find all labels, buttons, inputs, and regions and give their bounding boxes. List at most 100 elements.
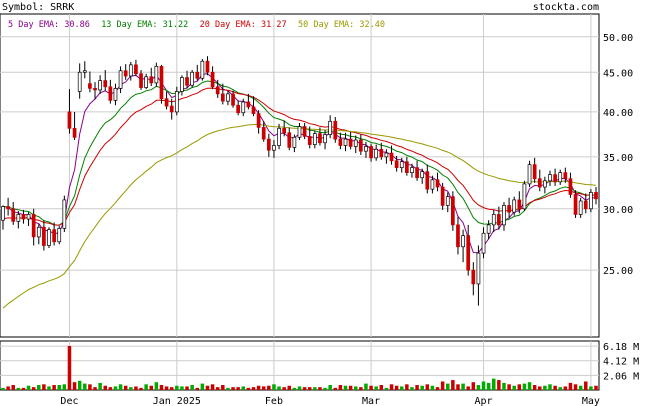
candle-body-down — [532, 164, 537, 180]
candle-body-up — [323, 134, 327, 144]
candle-body-down — [302, 126, 307, 137]
candle — [348, 131, 353, 150]
candle-body-down — [149, 76, 154, 84]
candle — [42, 220, 46, 251]
candle-body-up — [502, 205, 506, 226]
volume-bar — [323, 387, 327, 390]
candle-body-up — [328, 120, 333, 135]
volume-bar — [31, 387, 36, 390]
volume-bar — [527, 382, 532, 390]
candle — [220, 83, 225, 105]
candle-body-down — [139, 73, 143, 88]
candle — [16, 211, 21, 229]
candle — [425, 164, 430, 194]
candle — [67, 89, 72, 134]
volume-bar — [456, 384, 460, 390]
candle — [578, 197, 583, 218]
candle-body-down — [466, 235, 471, 271]
candle-body-up — [343, 138, 348, 146]
volume-bar — [543, 385, 547, 390]
price-tick-label: 30.00 — [603, 205, 633, 216]
volume-bar — [67, 345, 72, 390]
volume-bar — [98, 382, 102, 390]
volume-bar — [287, 385, 292, 390]
candle-body-down — [103, 80, 108, 88]
volume-bar — [578, 385, 583, 390]
candle — [507, 197, 511, 218]
candle-body-up — [47, 229, 51, 246]
candle-body-down — [210, 71, 215, 88]
candle — [190, 70, 194, 88]
volume-bar — [6, 386, 10, 390]
volume-bar — [139, 387, 143, 390]
volume-bar — [553, 385, 557, 390]
brand-label: stockta.com — [533, 2, 599, 13]
candle — [82, 61, 87, 79]
volume-bar — [129, 387, 133, 390]
candle — [543, 176, 547, 194]
candle — [88, 71, 92, 93]
volume-bar — [123, 385, 128, 390]
volume-bar — [118, 384, 123, 390]
candle — [517, 191, 522, 214]
volume-bar — [302, 387, 307, 390]
volume-bar — [594, 385, 598, 390]
candle-body-down — [307, 136, 312, 145]
candle — [573, 190, 578, 218]
volume-bar — [200, 383, 205, 390]
volume-bar — [282, 387, 286, 390]
volume-bar — [251, 387, 256, 390]
candle-body-down — [318, 133, 322, 144]
candle-body-up — [77, 71, 82, 92]
candle-body-up — [297, 126, 302, 138]
candle — [210, 66, 215, 90]
candle-body-down — [435, 179, 440, 188]
volume-bar — [584, 381, 588, 390]
candle-body-down — [348, 138, 353, 147]
volume-bar — [451, 380, 455, 390]
candle-body-down — [266, 138, 271, 151]
volume-bar — [62, 384, 67, 390]
candle — [415, 160, 419, 181]
candle-body-down — [6, 206, 10, 210]
candle-body-down — [563, 172, 568, 180]
candle — [226, 90, 230, 106]
candle-body-down — [164, 98, 169, 107]
candle — [445, 192, 450, 213]
ema-legend-item: 50 Day EMA: 32.40 — [298, 20, 385, 30]
candle — [113, 83, 118, 106]
candle-body-down — [256, 113, 261, 128]
candle-body-up — [491, 214, 496, 226]
month-tick-label: Mar — [362, 396, 380, 406]
volume-bar — [481, 381, 486, 390]
volume-bar — [175, 385, 179, 390]
volume-bar — [11, 385, 15, 390]
ema-legend-item: 20 Day EMA: 31.27 — [200, 20, 287, 30]
candle — [583, 193, 588, 214]
candle-body-up — [292, 136, 297, 148]
candle — [261, 121, 266, 142]
candle-body-up — [353, 139, 358, 147]
volume-bar — [190, 385, 194, 390]
volume-bar — [359, 387, 363, 390]
candle — [256, 110, 261, 134]
candle — [36, 223, 41, 245]
volume-bar — [52, 385, 56, 390]
volume-bar — [440, 381, 445, 390]
candle-body-up — [461, 235, 465, 248]
candle — [185, 70, 189, 89]
volume-bar — [430, 385, 435, 390]
candle-body-up — [272, 145, 276, 151]
candle-body-down — [123, 70, 128, 77]
candle — [134, 59, 138, 77]
month-tick-label: Feb — [265, 396, 283, 406]
candle — [282, 120, 287, 137]
candle-body-up — [420, 171, 425, 179]
volume-bar — [471, 382, 476, 390]
candle — [512, 196, 517, 216]
candle-body-down — [11, 208, 16, 222]
candle-body-up — [277, 127, 281, 146]
candle — [486, 220, 491, 240]
candle-body-up — [36, 226, 41, 238]
candle-body-down — [358, 139, 363, 152]
